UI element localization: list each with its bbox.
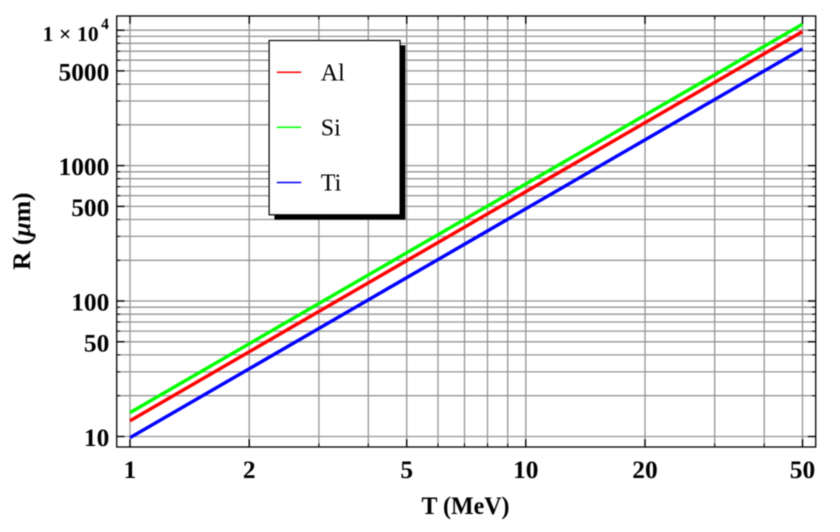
svg-text:4: 4 [101, 16, 109, 33]
svg-text:500: 500 [71, 194, 109, 222]
svg-text:2: 2 [243, 456, 256, 484]
svg-text:1: 1 [124, 456, 137, 484]
svg-text:5: 5 [400, 456, 413, 484]
svg-text:Si: Si [321, 115, 341, 141]
svg-text:T (MeV): T (MeV) [422, 492, 510, 520]
svg-text:1000: 1000 [59, 153, 110, 181]
svg-text:Al: Al [321, 60, 345, 86]
svg-text:1 × 10: 1 × 10 [43, 22, 99, 46]
svg-text:50: 50 [84, 329, 109, 357]
svg-text:R (μm): R (μm) [8, 192, 36, 270]
svg-text:100: 100 [71, 289, 109, 317]
svg-text:10: 10 [84, 424, 109, 452]
svg-text:Ti: Ti [321, 171, 342, 197]
svg-text:50: 50 [790, 456, 815, 484]
svg-text:20: 20 [632, 456, 657, 484]
svg-text:5000: 5000 [59, 59, 110, 87]
svg-text:10: 10 [513, 456, 538, 484]
